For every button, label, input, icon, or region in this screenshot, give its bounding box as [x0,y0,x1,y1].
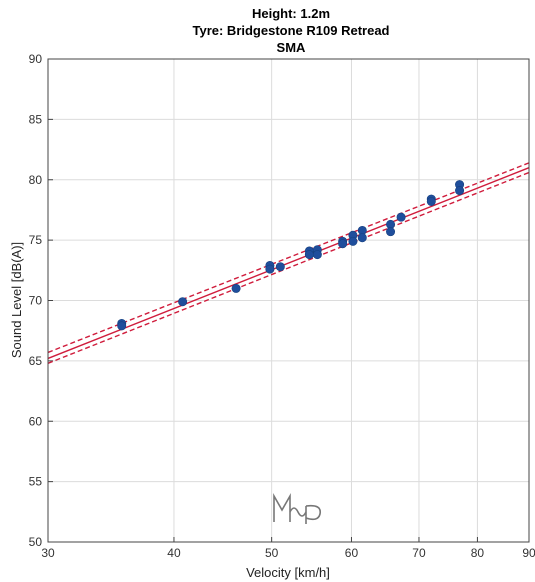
x-tick-label: 40 [167,546,181,560]
data-point [265,264,275,274]
y-tick-label: 75 [29,233,43,247]
data-point [348,236,358,246]
confidence-lower-line [47,171,530,364]
chart-title-line-2: Tyre: Bridgestone R109 Retread [193,23,390,38]
y-tick-label: 55 [29,475,43,489]
data-point [338,239,348,249]
y-tick-label: 60 [29,414,43,428]
chart-title-line-1: Height: 1.2m [252,6,330,21]
fit-lines [47,162,530,364]
x-tick-label: 90 [522,546,535,560]
x-axis-label: Velocity [km/h] [246,565,330,580]
y-tick-label: 80 [29,173,43,187]
confidence-upper-line [47,162,530,354]
data-point [426,196,436,206]
x-tick-label: 80 [471,546,485,560]
map-logo [273,492,322,524]
data-point [455,186,465,196]
data-point [357,233,367,243]
data-point [386,227,396,237]
x-tick-label: 60 [345,546,359,560]
y-tick-label: 50 [29,535,43,549]
data-point [304,250,314,260]
data-point [117,321,127,331]
chart-title-line-3: SMA [277,40,307,55]
fit-line [47,167,530,360]
data-point [231,283,241,293]
plot-frame [47,58,530,543]
y-tick-label: 70 [29,294,43,308]
data-point [312,250,322,260]
data-points [117,180,465,331]
x-tick-label: 70 [412,546,426,560]
y-tick-label: 85 [29,112,43,126]
data-point [396,212,406,222]
x-tick-label: 30 [41,546,55,560]
data-point [178,297,188,307]
grid [47,58,530,543]
y-tick-labels: 50 55 60 65 70 75 80 85 90 [29,52,43,549]
data-point [275,262,285,272]
y-axis-label: Sound Level [dB(A)] [9,242,24,358]
x-tick-label: 50 [265,546,279,560]
y-tick-label: 90 [29,52,43,66]
x-tick-labels: 30 40 50 60 70 80 90 [41,546,535,560]
y-tick-label: 65 [29,354,43,368]
